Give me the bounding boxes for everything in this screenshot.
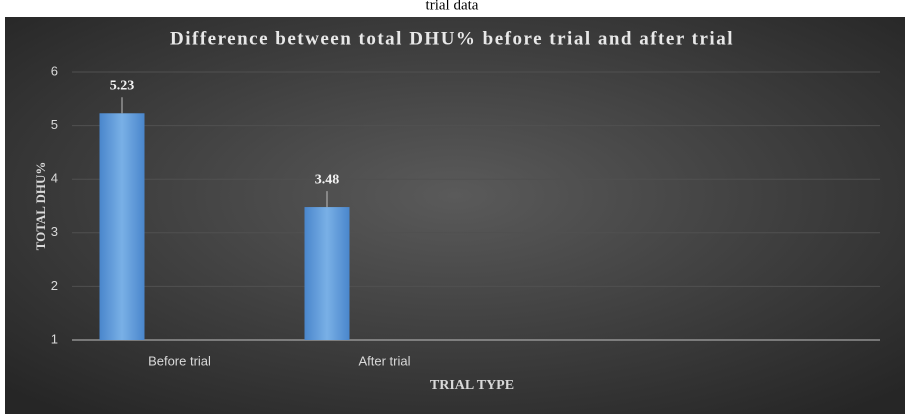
y-tick-label: 5 [51,117,58,132]
data-label: 3.48 [315,172,340,187]
bar [304,207,350,340]
bar [99,113,145,340]
y-tick-label: 6 [51,63,58,78]
caption: trial data [426,0,479,13]
x-axis-label: TRIAL TYPE [430,378,514,393]
y-axis-label: TOTAL DHU% [33,162,48,251]
y-tick-label: 3 [51,224,58,239]
chart-background [5,17,905,414]
data-label: 5.23 [110,78,135,93]
y-tick-label: 2 [51,278,58,293]
x-tick-label: Before trial [148,353,211,368]
y-tick-label: 4 [51,171,58,186]
y-tick-label: 1 [51,331,58,346]
chart-title: Difference between total DHU% before tri… [170,28,734,49]
x-tick-label: After trial [358,353,410,368]
